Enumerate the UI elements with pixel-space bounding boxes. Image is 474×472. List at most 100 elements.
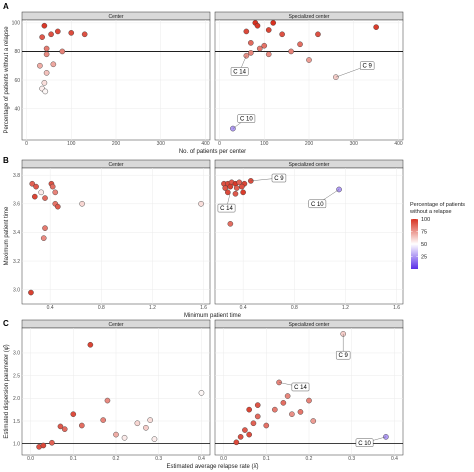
x-tick-label: 200 xyxy=(305,141,314,147)
data-point xyxy=(246,406,252,413)
x-tick-label: 0.4 xyxy=(391,456,398,462)
x-tick-label: 0.1 xyxy=(70,456,77,462)
data-point xyxy=(70,411,77,417)
panel-letter: A xyxy=(3,2,9,11)
annotation-box xyxy=(217,203,236,213)
data-point xyxy=(284,393,291,399)
data-point xyxy=(310,418,317,424)
annotation-label: C 10 xyxy=(240,117,253,123)
data-point xyxy=(280,400,287,406)
data-point xyxy=(254,402,261,408)
y-tick-label: 1.5 xyxy=(13,419,20,425)
data-point xyxy=(61,426,68,432)
data-point xyxy=(49,439,55,446)
data-point xyxy=(227,183,234,190)
x-tick-label: 0.0 xyxy=(220,456,227,462)
data-point xyxy=(243,28,250,35)
data-point xyxy=(315,31,321,38)
data-point xyxy=(43,70,50,76)
y-tick-label: 3.0 xyxy=(13,351,20,357)
data-point xyxy=(134,420,141,427)
data-point xyxy=(33,183,39,190)
x-tick-label: 100 xyxy=(67,141,76,147)
y-tick-label: 80 xyxy=(14,49,20,55)
x-tick-label: 0.8 xyxy=(98,305,105,311)
x-tick-label: 0.1 xyxy=(263,456,270,462)
data-point xyxy=(43,45,50,52)
plot-background xyxy=(214,167,404,305)
data-point xyxy=(55,28,61,35)
legend-tick-label: 25 xyxy=(421,254,427,260)
data-point xyxy=(242,427,248,433)
data-point xyxy=(50,61,57,68)
x-tick-label: 0 xyxy=(25,141,28,147)
data-point xyxy=(49,183,56,190)
y-axis-label: Estimated dispersion parameter (φ̂) xyxy=(4,344,10,438)
data-point xyxy=(289,411,295,417)
y-tick-label: 3.4 xyxy=(13,230,20,236)
y-tick-label: 3.6 xyxy=(13,202,20,208)
data-point xyxy=(38,189,44,196)
x-tick-label: 0.8 xyxy=(291,305,298,311)
data-point xyxy=(248,50,254,56)
x-tick-label: 1.6 xyxy=(393,305,400,311)
x-tick-label: 0.3 xyxy=(155,456,162,462)
annotation-label: C 9 xyxy=(363,64,373,70)
panel-letter: C xyxy=(3,319,9,328)
x-tick-label: 0.2 xyxy=(306,456,313,462)
legend-colorbar xyxy=(411,219,418,269)
facet-strip-label: Specialized center xyxy=(289,14,330,20)
data-point xyxy=(270,20,276,26)
y-tick-label: 3.2 xyxy=(13,259,20,265)
facet-A-0: Center 0 100 200 300 400 40 60 80 100 xyxy=(12,11,211,147)
facet-strip-label: Specialized center xyxy=(289,162,330,168)
data-point xyxy=(261,42,268,49)
legend-title-line1: Percentage of patients xyxy=(410,202,465,208)
data-point xyxy=(39,34,45,40)
annotation-label: C 9 xyxy=(339,353,349,359)
facet-B-1: Specialized center 0.4 0.8 1.2 1.6 C 9 C 14 C 1… xyxy=(214,159,404,311)
annotation-label: C 14 xyxy=(233,69,246,75)
data-point xyxy=(232,190,239,197)
data-point xyxy=(246,431,252,438)
x-tick-label: 0.3 xyxy=(348,456,355,462)
legend-tick-label: 50 xyxy=(421,242,427,248)
data-point xyxy=(68,30,75,36)
data-point xyxy=(198,390,205,396)
data-point xyxy=(222,185,229,191)
data-point xyxy=(29,180,36,187)
x-tick-label: 1.2 xyxy=(149,305,156,311)
data-point xyxy=(41,80,48,86)
y-tick-label: 60 xyxy=(14,78,20,84)
data-point xyxy=(79,422,85,429)
panel-A: A Percentage of patients without a relaps… xyxy=(3,2,404,155)
data-point xyxy=(113,431,119,438)
data-point xyxy=(147,417,153,423)
data-point xyxy=(42,88,49,95)
facet-strip-label: Center xyxy=(108,14,123,20)
data-point xyxy=(254,22,261,29)
data-point xyxy=(233,439,240,446)
data-point xyxy=(237,434,244,440)
data-point xyxy=(42,225,48,231)
annotation-label: C 10 xyxy=(358,441,371,447)
data-point xyxy=(151,436,158,442)
data-point xyxy=(104,397,111,404)
data-point xyxy=(373,24,379,30)
x-tick-label: 100 xyxy=(260,141,269,147)
data-point xyxy=(41,22,48,29)
x-tick-label: 300 xyxy=(157,141,166,147)
x-tick-label: 0.0 xyxy=(27,456,34,462)
data-point xyxy=(236,179,243,186)
x-tick-label: 0.4 xyxy=(198,456,205,462)
data-point xyxy=(79,200,85,207)
data-point xyxy=(254,413,261,420)
data-point xyxy=(227,221,234,227)
data-point xyxy=(59,48,66,55)
annotation-box xyxy=(336,351,351,360)
annotation-label: C 9 xyxy=(274,176,284,182)
panels: A Percentage of patients without a relaps… xyxy=(3,2,404,470)
y-tick-label: 2.5 xyxy=(13,373,20,379)
data-point xyxy=(57,423,64,430)
